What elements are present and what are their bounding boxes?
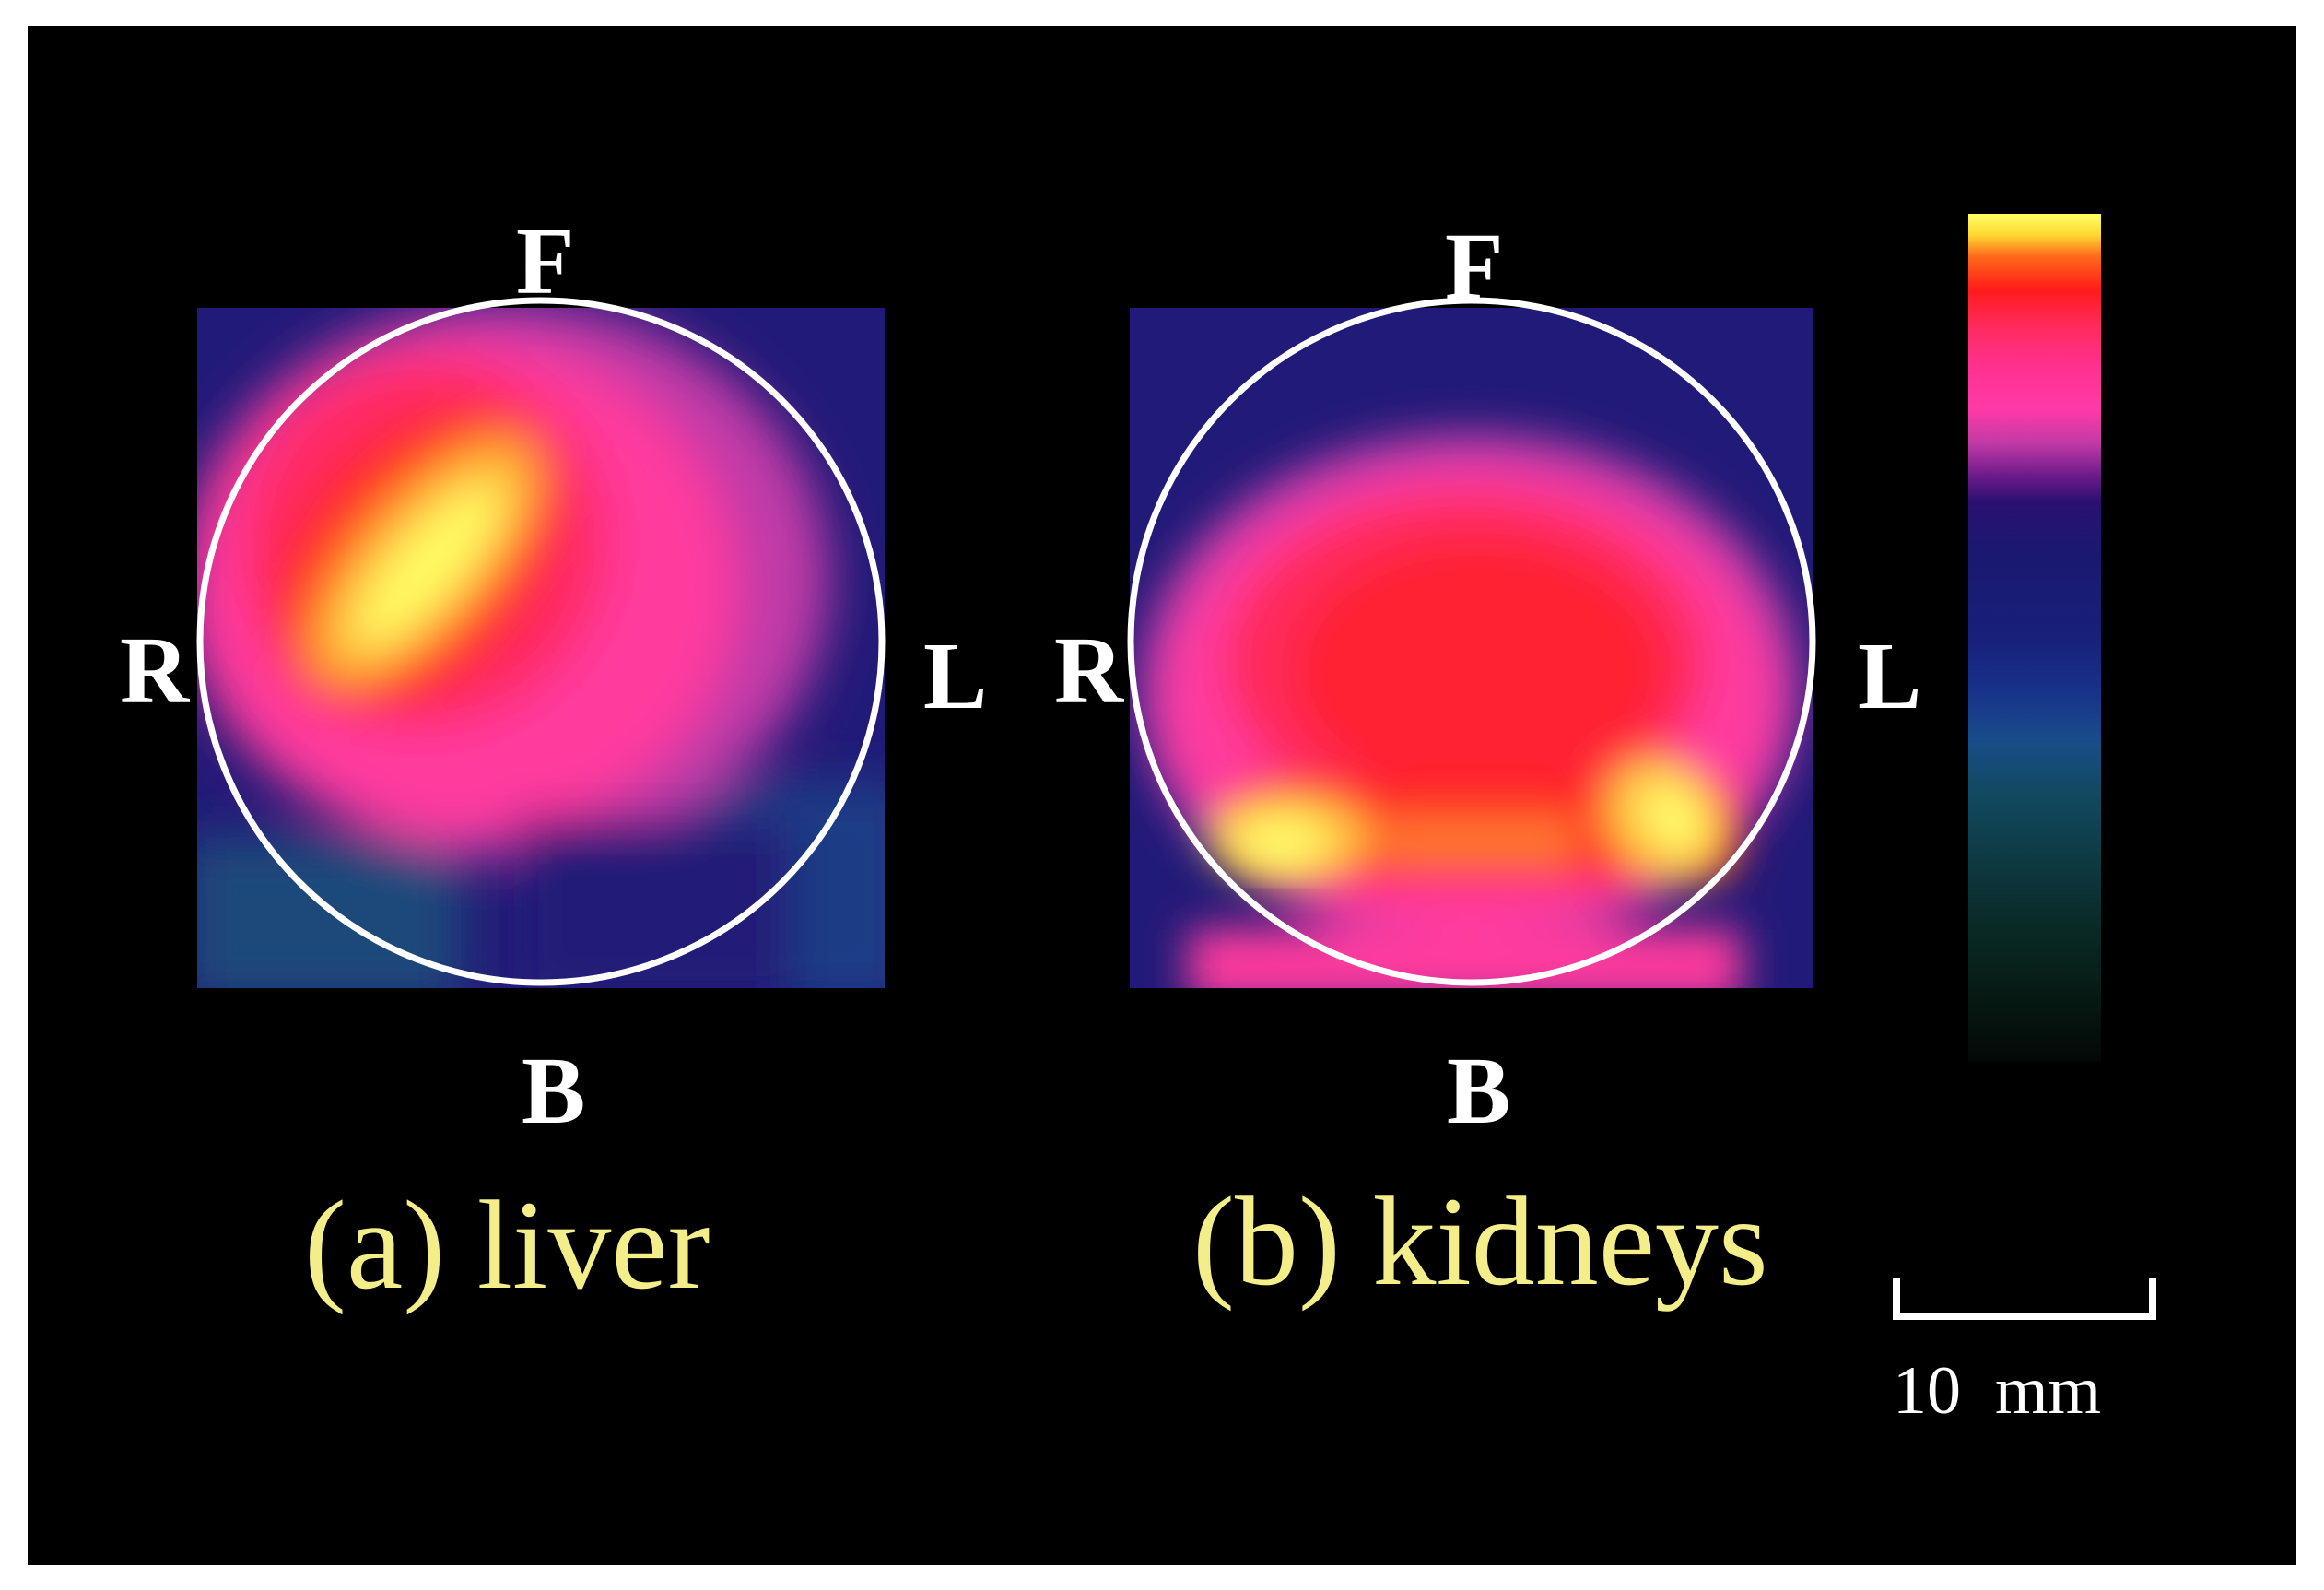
images-layer (196, 297, 1816, 988)
kidneys-label-bottom: B (1447, 1038, 1511, 1144)
kidneys-caption: (b) kidneys (1192, 1171, 1768, 1312)
liver-label-top: F (516, 208, 575, 314)
liver-caption: (a) liver (304, 1174, 710, 1315)
liver-image (197, 308, 885, 988)
kidneys-label-top: F (1445, 214, 1504, 320)
kidneys-label-left: R (1054, 618, 1124, 724)
kidneys-image (1130, 308, 1813, 988)
kidneys-label-right: L (1858, 623, 1922, 729)
intensity-colorbar (1968, 214, 2101, 1062)
kidneys-roi-circle (1127, 297, 1816, 986)
scale-bar (1893, 1278, 2156, 1320)
liver-label-right: L (923, 623, 988, 729)
scale-bar-label: 10 mm (1893, 1353, 2102, 1429)
liver-roi-circle (196, 297, 886, 986)
liver-label-left: R (120, 618, 190, 724)
liver-label-bottom: B (522, 1038, 586, 1144)
figure-frame: F B R L (a) liver F B R L (b) kidneys 10… (28, 26, 2296, 1565)
